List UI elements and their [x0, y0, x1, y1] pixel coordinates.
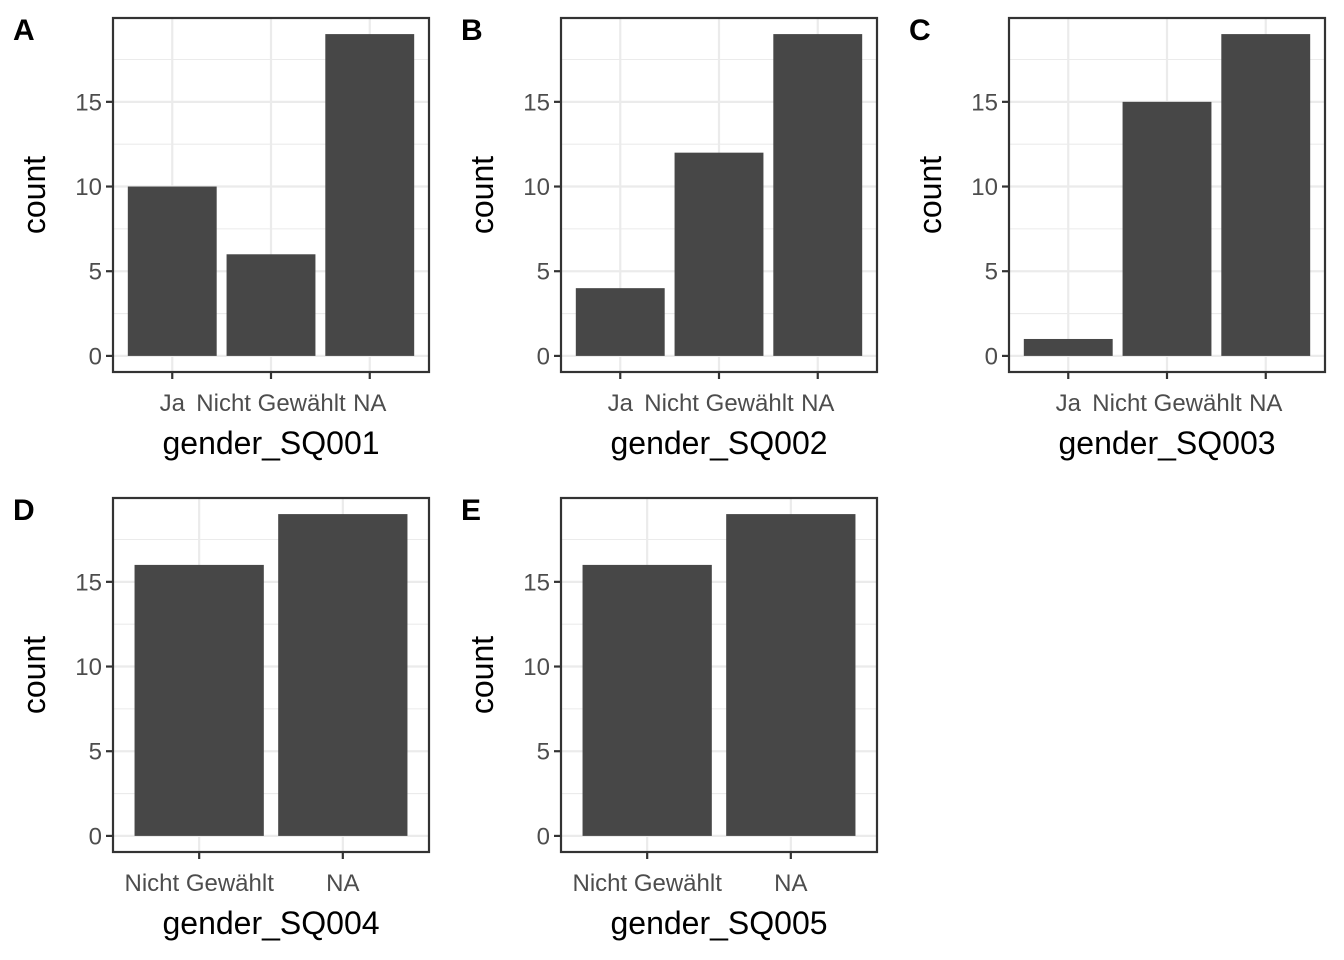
panel-d: 0 5 10 15 Nicht Gewählt NA gender_SQ004 count D: [13, 494, 431, 941]
panel-c: 0 5 10 15 Ja Nicht Gewählt NA gender_SQ003 count…: [909, 14, 1327, 461]
x-tick-label: NA: [1249, 390, 1282, 417]
y-axis-title: count: [16, 156, 52, 234]
y-axis-title: count: [464, 636, 500, 714]
y-tick-label: 5: [89, 739, 102, 766]
y-axis-title: count: [464, 156, 500, 234]
x-axis-title: gender_SQ005: [610, 905, 827, 941]
y-tick-label: 10: [75, 654, 102, 681]
bar-na: [278, 514, 408, 836]
x-tick-label: NA: [353, 390, 386, 417]
panel-e: 0 5 10 15 Nicht Gewählt NA gender_SQ005 count E: [461, 494, 879, 941]
y-tick-label: 5: [985, 259, 998, 286]
y-tick-label: 0: [537, 343, 550, 370]
bar-ja: [127, 186, 217, 356]
y-tick-label: 15: [971, 89, 998, 116]
panel-border: [111, 496, 431, 854]
bar-na: [726, 514, 856, 836]
x-tick-label: Nicht Gewählt: [196, 390, 346, 417]
panel-tag: A: [13, 14, 35, 47]
x-tick-label: Nicht Gewählt: [644, 390, 794, 417]
y-tick-label: 0: [537, 823, 550, 850]
y-axis-title: count: [16, 636, 52, 714]
y-tick-label: 10: [523, 174, 550, 201]
x-tick-label: NA: [774, 870, 807, 897]
bar-ja: [575, 288, 665, 356]
bar-na: [773, 34, 863, 356]
y-tick-label: 0: [89, 823, 102, 850]
y-tick-label: 5: [537, 259, 550, 286]
bar-nicht-gew-hlt: [674, 152, 764, 356]
y-tick-label: 0: [89, 343, 102, 370]
x-tick-label: Ja: [160, 390, 186, 417]
x-tick-label: NA: [326, 870, 359, 897]
bar-na: [325, 34, 415, 356]
x-axis-title: gender_SQ003: [1058, 425, 1275, 461]
x-axis-title: gender_SQ004: [162, 905, 379, 941]
y-tick-label: 15: [75, 569, 102, 596]
x-tick-label: Nicht Gewählt: [1092, 390, 1242, 417]
x-tick-label: Nicht Gewählt: [572, 870, 722, 897]
x-tick-label: NA: [801, 390, 834, 417]
panel-a: 0 5 10 15 Ja Nicht Gewählt NA gender_SQ001 count…: [13, 14, 431, 461]
bar-nicht-gew-hlt: [1122, 101, 1212, 356]
y-tick-label: 15: [523, 569, 550, 596]
bar-nicht-gew-hlt: [226, 254, 316, 356]
y-tick-label: 10: [523, 654, 550, 681]
x-tick-label: Ja: [608, 390, 634, 417]
panel-tag: D: [13, 494, 35, 527]
x-tick-label: Nicht Gewählt: [124, 870, 274, 897]
bar-ja: [1023, 338, 1113, 356]
bar-na: [1221, 34, 1311, 356]
panel-tag: B: [461, 14, 483, 47]
x-tick-label: Ja: [1056, 390, 1082, 417]
panel-border: [559, 496, 879, 854]
panel-tag: E: [461, 494, 481, 527]
y-tick-label: 10: [75, 174, 102, 201]
panel-b: 0 5 10 15 Ja Nicht Gewählt NA gender_SQ002 count…: [461, 14, 879, 461]
x-axis-title: gender_SQ001: [162, 425, 379, 461]
panel-tag: C: [909, 14, 931, 47]
y-tick-label: 0: [985, 343, 998, 370]
y-tick-label: 5: [89, 259, 102, 286]
bar-nicht-gew-hlt: [134, 564, 264, 836]
bar-nicht-gew-hlt: [582, 564, 712, 836]
y-tick-label: 15: [75, 89, 102, 116]
x-axis-title: gender_SQ002: [610, 425, 827, 461]
y-axis-title: count: [912, 156, 948, 234]
y-tick-label: 15: [523, 89, 550, 116]
y-tick-label: 5: [537, 739, 550, 766]
y-tick-label: 10: [971, 174, 998, 201]
